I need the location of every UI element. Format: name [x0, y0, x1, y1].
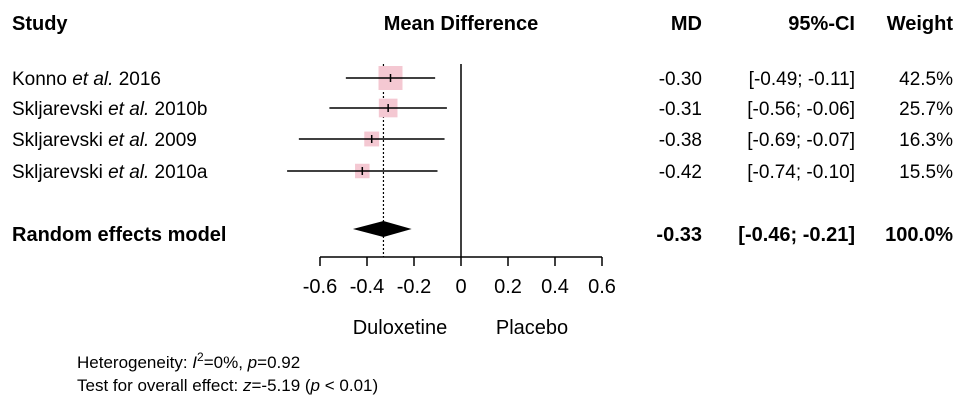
header-mean-difference: Mean Difference	[384, 13, 539, 35]
x-tick-label: 0.4	[541, 276, 569, 298]
xlabel-left: Duloxetine	[353, 317, 448, 339]
pooled-label: Random effects model	[12, 224, 226, 246]
xlabel-right: Placebo	[496, 317, 568, 339]
plot-marks	[287, 64, 462, 257]
x-tick-label: 0.6	[588, 276, 616, 298]
x-tick-label: 0.2	[494, 276, 522, 298]
pooled-diamond	[352, 221, 412, 237]
pooled-weight: 100.0%	[885, 224, 953, 246]
header-ci: 95%-CI	[788, 13, 855, 35]
x-tick-label: -0.6	[303, 276, 337, 298]
heterogeneity-text: Heterogeneity: I2=0%, p=0.92	[77, 350, 300, 372]
study-3-weight: 16.3%	[899, 130, 953, 151]
overall-effect-text: Test for overall effect: z=-5.19 (p < 0.…	[77, 376, 378, 395]
study-4-ci: [-0.74; -0.10]	[747, 162, 855, 183]
x-axis: -0.6 -0.4 -0.2 0 0.2 0.4 0.6	[303, 256, 616, 298]
study-2-label: Skljarevski et al. 2010b	[12, 99, 207, 120]
study-4-weight: 15.5%	[899, 162, 953, 183]
study-4-label: Skljarevski et al. 2010a	[12, 162, 208, 183]
x-tick-label: 0	[455, 276, 466, 298]
header-md: MD	[671, 13, 702, 35]
study-3-label: Skljarevski et al. 2009	[12, 130, 197, 151]
pooled-ci: [-0.46; -0.21]	[738, 224, 855, 246]
study-3-ci: [-0.69; -0.07]	[747, 130, 855, 151]
study-2-md: -0.31	[659, 99, 702, 120]
study-1-label: Konno et al. 2016	[12, 69, 161, 90]
study-4-md: -0.42	[659, 162, 702, 183]
pooled-md: -0.33	[656, 224, 702, 246]
study-1-weight: 42.5%	[899, 69, 953, 90]
study-2-weight: 25.7%	[899, 99, 953, 120]
study-1-md: -0.30	[659, 69, 702, 90]
study-2-ci: [-0.56; -0.06]	[747, 99, 855, 120]
header-weight: Weight	[887, 13, 954, 35]
header-study: Study	[12, 13, 68, 35]
x-tick-label: -0.2	[397, 276, 431, 298]
x-tick-label: -0.4	[350, 276, 384, 298]
study-rows: Konno et al. 2016 -0.30 [-0.49; -0.11] 42.5…	[12, 69, 953, 183]
study-1-ci: [-0.49; -0.11]	[749, 69, 855, 90]
study-3-md: -0.38	[659, 130, 702, 151]
